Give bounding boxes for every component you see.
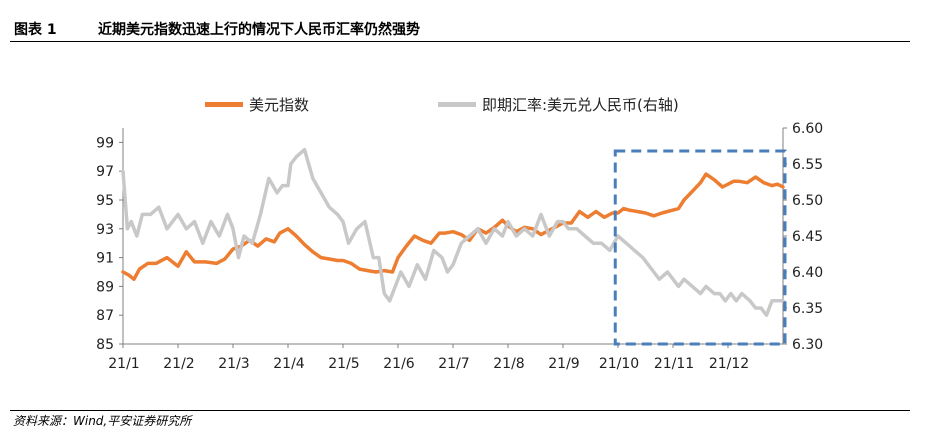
x-tick-label: 21/1 bbox=[108, 356, 139, 372]
x-tick-label: 21/12 bbox=[709, 356, 749, 372]
chart-legend: 美元指数 即期汇率:美元兑人民币(右轴) bbox=[0, 94, 935, 114]
x-tick-label: 21/7 bbox=[438, 356, 469, 372]
x-tick-label: 21/2 bbox=[163, 356, 194, 372]
legend-label-usdcny: 即期汇率:美元兑人民币(右轴) bbox=[482, 96, 679, 114]
y-left-tick-label: 85 bbox=[96, 337, 114, 353]
y-left-tick-label: 89 bbox=[96, 279, 114, 295]
y-right-tick-label: 6.55 bbox=[792, 157, 823, 173]
y-left-tick-label: 97 bbox=[96, 164, 114, 180]
y-right-tick-label: 6.60 bbox=[792, 121, 823, 137]
y-left-tick-label: 99 bbox=[96, 135, 114, 151]
legend-item-usd-index: 美元指数 bbox=[205, 94, 309, 115]
series-line-usdcny bbox=[121, 147, 785, 317]
x-tick-label: 21/4 bbox=[273, 356, 305, 372]
y-left-tick-label: 93 bbox=[96, 222, 114, 238]
x-tick-label: 21/6 bbox=[383, 356, 415, 372]
legend-item-usdcny: 即期汇率:美元兑人民币(右轴) bbox=[438, 94, 679, 115]
legend-label-usd-index: 美元指数 bbox=[249, 96, 310, 114]
y-right-tick-label: 6.40 bbox=[792, 265, 823, 281]
legend-swatch-usdcny bbox=[438, 102, 476, 107]
source-note: 资料来源：Wind,平安证券研究所 bbox=[13, 414, 192, 428]
highlight-region-box bbox=[613, 149, 787, 346]
x-tick-label: 21/10 bbox=[599, 356, 639, 372]
y-left-tick-label: 91 bbox=[96, 251, 114, 267]
y-right-tick-label: 6.30 bbox=[792, 337, 823, 353]
x-tick-label: 21/9 bbox=[548, 356, 579, 372]
y-left-tick-label: 87 bbox=[96, 308, 114, 324]
figure-header: 图表 1 近期美元指数迅速上行的情况下人民币汇率仍然强势 bbox=[10, 17, 910, 42]
x-tick-label: 21/8 bbox=[493, 356, 524, 372]
x-tick-label: 21/11 bbox=[654, 356, 694, 372]
x-tick-label: 21/5 bbox=[328, 356, 359, 372]
legend-swatch-usd-index bbox=[205, 102, 243, 107]
y-right-tick-label: 6.50 bbox=[792, 193, 823, 209]
y-left-tick-label: 95 bbox=[96, 193, 114, 209]
y-right-tick-label: 6.35 bbox=[792, 301, 823, 317]
source-divider bbox=[10, 410, 910, 411]
y-right-tick-label: 6.45 bbox=[792, 229, 823, 245]
figure-label: 图表 1 bbox=[14, 22, 57, 38]
figure-title: 近期美元指数迅速上行的情况下人民币汇率仍然强势 bbox=[98, 22, 420, 38]
x-tick-label: 21/3 bbox=[218, 356, 249, 372]
